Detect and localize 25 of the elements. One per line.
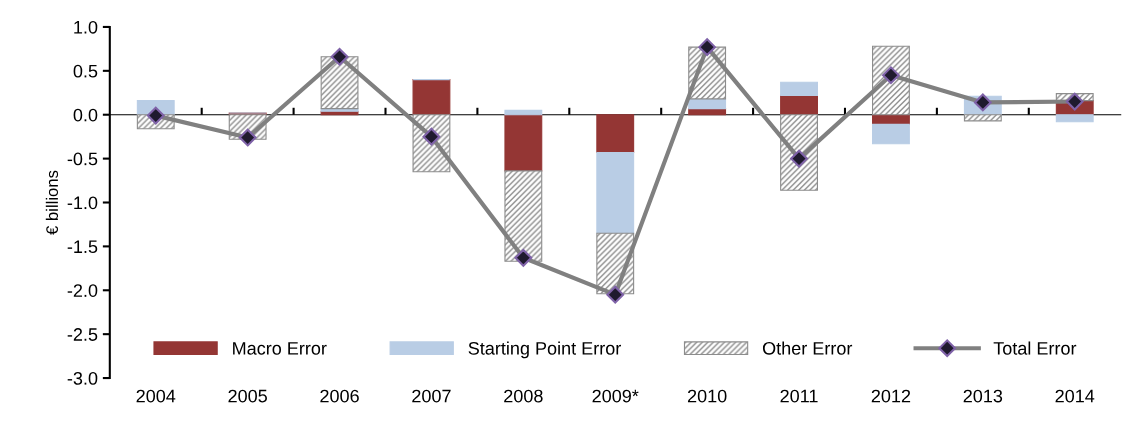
x-tick-label: 2013 [963,389,1003,403]
x-tick-label: 2012 [871,389,911,403]
x-tick-label: 2014 [1055,389,1095,403]
x-tick-label: 2008 [504,389,543,403]
x-tick-label: 2007 [412,389,451,403]
y-tick-label: -0.5 [67,152,98,166]
x-tick-label: 2010 [687,389,727,403]
x-tick-label: 2006 [320,389,359,403]
y-tick-label: -2.0 [67,284,98,297]
x-tick-label: 2009* [592,389,639,403]
x-tick-label: 2004 [136,389,176,403]
y-tick-label: 0.0 [73,108,98,122]
legend-label: Macro Error [233,342,327,355]
y-axis-title: € billions [45,170,59,235]
y-tick-label: -2.5 [67,328,98,341]
y-tick-label: 1.0 [74,20,98,34]
y-tick-label: -1.5 [67,240,98,254]
legend-label: Total Error [993,341,1077,355]
x-tick-label: 2011 [780,389,818,403]
x-tick-label: 2005 [228,389,267,403]
y-tick-label: 0.5 [73,64,98,78]
y-tick-label: -3.0 [67,371,98,385]
legend-label: Starting Point Error [468,341,621,359]
y-tick-label: -1.0 [67,196,98,210]
legend-label: Other Error [762,341,853,355]
